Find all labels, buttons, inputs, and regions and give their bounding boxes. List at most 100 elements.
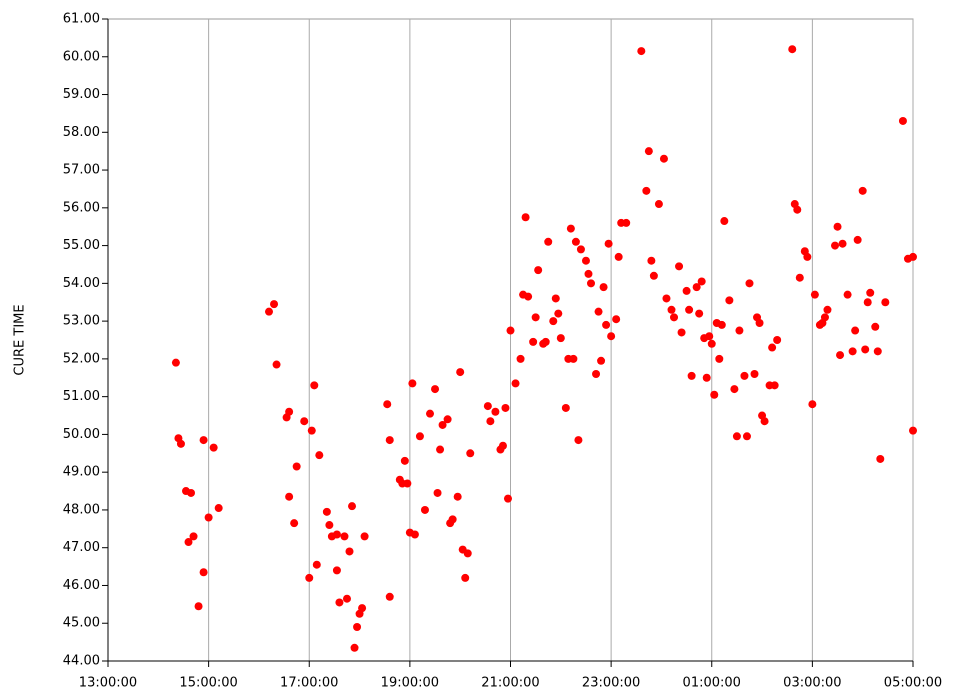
point: [909, 426, 917, 435]
x-tick-label: 21:00:00: [481, 676, 539, 691]
point: [644, 147, 653, 156]
point: [725, 296, 734, 305]
point: [410, 530, 419, 539]
point: [732, 432, 741, 441]
y-tick-label: 52.00: [63, 351, 100, 366]
point: [549, 317, 558, 326]
point: [443, 415, 452, 424]
point: [315, 451, 324, 460]
point: [848, 347, 857, 356]
point: [292, 462, 301, 471]
point: [687, 371, 696, 380]
point: [858, 186, 867, 195]
point: [876, 454, 885, 463]
point: [265, 307, 273, 316]
point: [581, 256, 590, 265]
point: [486, 417, 495, 426]
point: [863, 298, 872, 307]
point: [594, 307, 603, 316]
point: [622, 218, 631, 227]
point: [750, 369, 759, 378]
point: [810, 290, 819, 299]
point: [209, 443, 218, 452]
point: [675, 262, 684, 271]
point: [584, 269, 593, 278]
point: [312, 560, 321, 569]
point: [571, 237, 580, 246]
point: [602, 320, 611, 329]
point: [403, 479, 412, 488]
point: [561, 403, 570, 412]
point: [692, 283, 701, 292]
point: [290, 519, 299, 528]
point: [285, 407, 294, 416]
point: [881, 298, 890, 307]
point: [592, 369, 601, 378]
y-tick-label: 49.00: [63, 465, 100, 480]
point: [599, 283, 608, 292]
x-tick-label: 15:00:00: [179, 676, 237, 691]
y-tick-label: 61.00: [63, 12, 100, 27]
point: [529, 337, 538, 346]
point: [662, 294, 671, 303]
point: [541, 337, 550, 346]
point: [795, 273, 804, 282]
point: [770, 381, 779, 390]
y-tick-label: 48.00: [63, 502, 100, 517]
point: [171, 358, 180, 367]
point: [385, 436, 394, 445]
point: [491, 407, 500, 416]
point: [707, 339, 716, 348]
point: [597, 356, 606, 365]
point: [735, 326, 744, 335]
y-tick-label: 45.00: [63, 616, 100, 631]
point: [697, 277, 706, 286]
point: [861, 345, 870, 354]
point: [272, 360, 281, 369]
point: [871, 322, 880, 331]
point: [214, 504, 223, 513]
point: [717, 320, 726, 329]
point: [612, 315, 621, 324]
point: [358, 604, 367, 613]
point: [866, 288, 875, 297]
point: [456, 368, 465, 377]
point: [385, 592, 394, 601]
point: [503, 494, 512, 503]
point: [431, 385, 440, 394]
point: [350, 643, 359, 652]
point: [420, 505, 429, 514]
point: [463, 549, 472, 558]
point: [898, 116, 907, 125]
point: [556, 334, 565, 343]
point: [433, 488, 442, 497]
point: [353, 623, 362, 632]
point: [322, 507, 331, 516]
point: [851, 326, 860, 335]
point: [551, 294, 560, 303]
point: [199, 436, 208, 445]
point: [340, 532, 349, 541]
point: [742, 432, 751, 441]
x-tick-label: 17:00:00: [280, 676, 338, 691]
x-tick-label: 05:00:00: [884, 676, 942, 691]
point: [438, 420, 447, 429]
point: [483, 402, 492, 411]
point: [659, 154, 668, 163]
point: [506, 326, 515, 335]
point: [670, 313, 679, 322]
point: [831, 241, 840, 250]
y-tick-label: 55.00: [63, 238, 100, 253]
point: [667, 305, 676, 314]
point: [793, 205, 802, 214]
y-tick-label: 44.00: [63, 654, 100, 669]
point: [335, 598, 344, 607]
point: [501, 403, 510, 412]
point: [466, 449, 475, 458]
point: [531, 313, 540, 322]
point: [873, 347, 882, 356]
point: [587, 279, 595, 288]
point: [453, 492, 462, 501]
point: [184, 538, 193, 547]
point: [342, 594, 351, 603]
